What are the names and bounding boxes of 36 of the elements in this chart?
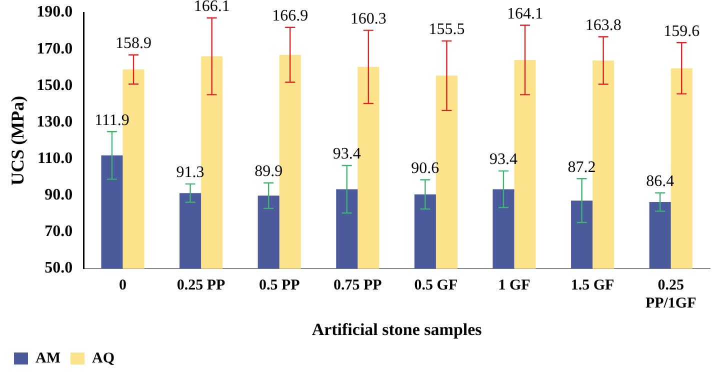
data-label: 90.6	[411, 160, 440, 177]
x-axis-title: Artificial stone samples	[312, 320, 482, 340]
data-label: 166.1	[194, 0, 230, 16]
y-tick-label: 70.0	[44, 223, 73, 240]
x-tick-label: 0.5 GF	[414, 277, 458, 294]
data-label: 166.9	[272, 8, 308, 25]
data-label: 160.3	[350, 10, 386, 28]
x-tick-label: 0.75 PP	[333, 277, 382, 294]
y-tick-label: 110.0	[37, 150, 73, 168]
data-label: 93.4	[332, 146, 361, 163]
x-tick-label: 1.5 GF	[570, 277, 614, 294]
data-label: 159.6	[664, 22, 700, 40]
y-tick-label: 190.0	[36, 4, 73, 21]
x-tick-label: 0.25 PP/1GF	[645, 277, 696, 312]
data-label: 158.9	[116, 35, 152, 52]
data-label: 86.4	[646, 173, 674, 190]
data-label: 155.5	[428, 21, 465, 38]
data-label: 164.1	[507, 5, 544, 22]
y-tick-label: 50.0	[44, 260, 73, 277]
data-label: 163.8	[585, 16, 622, 34]
y-tick-label: 170.0	[36, 40, 73, 58]
data-label: 111.9	[94, 112, 130, 129]
x-tick-label: 1 GF	[498, 277, 530, 294]
data-label: 87.2	[568, 158, 596, 176]
x-tick-label: 0	[119, 277, 126, 294]
y-axis-title: UCS (MPa)	[7, 96, 28, 186]
legend-label: AQ	[92, 350, 115, 366]
y-tick-label: 90.0	[44, 186, 73, 204]
data-label: 89.9	[254, 163, 283, 180]
data-label: 91.3	[176, 164, 204, 182]
data-label: 93.4	[489, 151, 518, 168]
x-tick-label: 0.5 PP	[258, 277, 300, 294]
y-tick-label: 150.0	[36, 76, 73, 94]
y-tick-label: 130.0	[36, 113, 73, 130]
x-tick-label: 0.25 PP	[176, 277, 226, 294]
legend-label: AM	[36, 350, 60, 366]
